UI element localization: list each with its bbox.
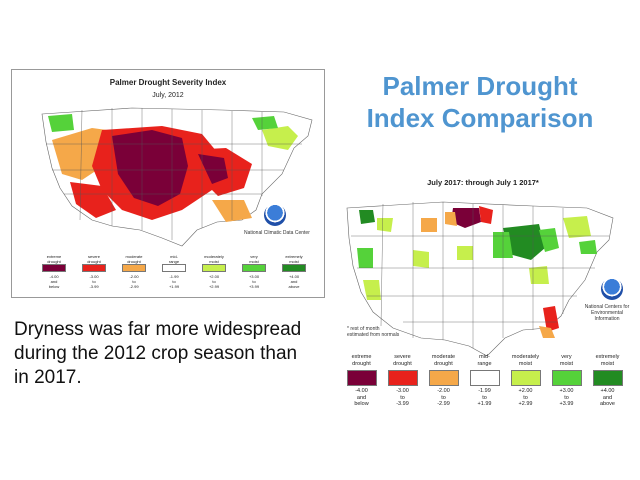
- legend-item: extreme drought -4.00 and below: [341, 354, 382, 434]
- slide-title-line-2: Index Comparison: [366, 103, 594, 133]
- legend-range: -3.00 to -3.99: [89, 274, 99, 289]
- legend-swatch: [202, 264, 226, 272]
- legend-range: -2.00 to -2.99: [437, 388, 450, 407]
- map-2012-credit: National Climatic Data Center: [244, 230, 310, 236]
- legend-swatch: [242, 264, 266, 272]
- legend-range: +4.00 and above: [288, 274, 300, 289]
- slide-title-line-1: Palmer Drought: [382, 71, 578, 101]
- legend-label: mid- range: [168, 254, 180, 264]
- legend-label: moderately moist: [204, 254, 224, 264]
- legend-swatch: [428, 370, 459, 386]
- legend-item: moderate drought -2.00 to -2.99: [423, 354, 464, 434]
- legend-label: moderately moist: [511, 354, 540, 367]
- legend-swatch: [42, 264, 66, 272]
- us-map-2017: [346, 201, 614, 357]
- legend-label: very moist: [559, 354, 574, 367]
- noaa-logo: [601, 278, 623, 300]
- map-2012-legend: extreme drought -4.00 and below severe dro…: [34, 254, 314, 294]
- legend-label: moderate drought: [125, 254, 143, 264]
- legend-item: moderately moist +2.00 to +2.99: [194, 254, 234, 294]
- legend-item: moderate drought -2.00 to -2.99: [114, 254, 154, 294]
- legend-swatch: [592, 370, 623, 386]
- legend-range: -1.99 to +1.99: [477, 388, 492, 407]
- map-2017-legend: extreme drought -4.00 and below severe dro…: [341, 354, 633, 434]
- legend-label: extreme drought: [46, 254, 62, 264]
- legend-item: mid- range -1.99 to +1.99: [154, 254, 194, 294]
- legend-range: -1.99 to +1.99: [168, 274, 180, 289]
- legend-swatch: [346, 370, 377, 386]
- map-2012-subtitle: July, 2012: [152, 92, 184, 99]
- legend-label: moderate drought: [431, 354, 456, 367]
- map-2017-credit: National Centers for Environmental Infor…: [584, 304, 630, 322]
- map-2017-title: July 2017: through July 1 2017*: [427, 178, 539, 187]
- legend-item: extremely moist +4.00 and above: [587, 354, 628, 434]
- map-2012-title: Palmer Drought Severity Index: [109, 78, 227, 87]
- legend-label: mid- range: [477, 354, 492, 367]
- legend-range: +3.00 to +3.99: [248, 274, 260, 289]
- legend-range: -4.00 and below: [48, 274, 60, 289]
- legend-label: severe drought: [393, 354, 412, 367]
- legend-range: -4.00 and below: [354, 388, 369, 407]
- legend-item: extreme drought -4.00 and below: [34, 254, 74, 294]
- legend-range: -2.00 to -2.99: [129, 274, 139, 289]
- map-2012-header: Palmer Drought Severity Index July, 2012: [12, 70, 324, 104]
- legend-swatch: [82, 264, 106, 272]
- map-2017-note: * rest of month estimated from normals: [347, 326, 400, 338]
- legend-item: moderately moist +2.00 to +2.99: [505, 354, 546, 434]
- us-map-2012: [41, 107, 313, 247]
- pdsi-map-2017: July 2017: through July 1 2017*: [333, 178, 633, 440]
- legend-item: severe drought -3.00 to -3.99: [74, 254, 114, 294]
- legend-range: +4.00 and above: [600, 388, 615, 407]
- legend-label: extremely moist: [285, 254, 303, 264]
- legend-range: +2.00 to +2.99: [208, 274, 220, 289]
- legend-range: +3.00 to +3.99: [559, 388, 574, 407]
- legend-item: very moist +3.00 to +3.99: [546, 354, 587, 434]
- legend-swatch: [469, 370, 500, 386]
- legend-item: very moist +3.00 to +3.99: [234, 254, 274, 294]
- legend-label: severe drought: [87, 254, 101, 264]
- legend-swatch: [551, 370, 582, 386]
- slide-title: Palmer Drought Index Comparison: [330, 70, 630, 134]
- legend-item: extremely moist +4.00 and above: [274, 254, 314, 294]
- legend-range: -3.00 to -3.99: [396, 388, 409, 407]
- legend-range: +2.00 to +2.99: [518, 388, 533, 407]
- legend-label: extremely moist: [595, 354, 620, 367]
- pdsi-map-2012: Palmer Drought Severity Index July, 2012: [11, 69, 325, 298]
- legend-label: very moist: [249, 254, 259, 264]
- legend-swatch: [387, 370, 418, 386]
- legend-swatch: [510, 370, 541, 386]
- legend-swatch: [122, 264, 146, 272]
- body-text: Dryness was far more widespread during t…: [14, 319, 302, 388]
- legend-label: extreme drought: [351, 354, 372, 367]
- noaa-logo: [264, 204, 286, 226]
- legend-item: severe drought -3.00 to -3.99: [382, 354, 423, 434]
- legend-swatch: [162, 264, 186, 272]
- legend-item: mid- range -1.99 to +1.99: [464, 354, 505, 434]
- legend-swatch: [282, 264, 306, 272]
